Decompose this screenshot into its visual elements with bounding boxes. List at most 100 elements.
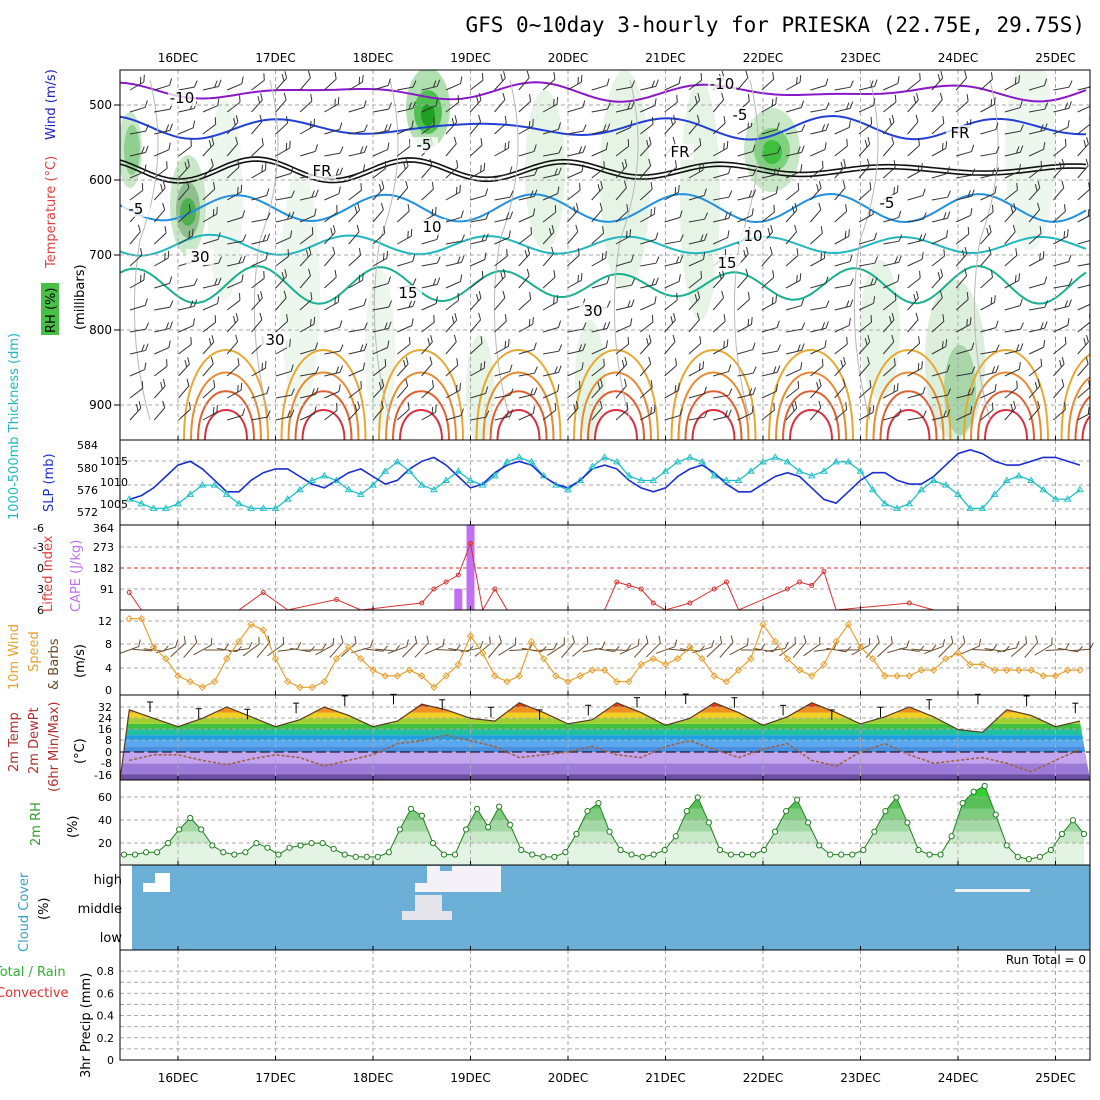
wind-barb bbox=[275, 71, 288, 91]
thickness-marker bbox=[698, 457, 706, 465]
wind-barb bbox=[882, 358, 896, 377]
surface-wind-barb bbox=[267, 636, 285, 657]
rh-marker bbox=[705, 819, 712, 826]
surface-temp-contour bbox=[886, 409, 931, 440]
rh2m-unit: (%) bbox=[66, 816, 81, 839]
wind-barb bbox=[202, 356, 214, 377]
wind-barb bbox=[542, 205, 557, 223]
wind-barb bbox=[1053, 336, 1067, 355]
thickness-marker bbox=[978, 504, 987, 511]
wind-barb bbox=[713, 190, 733, 201]
bottom-date-label: 20DEC bbox=[548, 1071, 588, 1085]
cloud-cell bbox=[155, 873, 170, 892]
thickness-marker bbox=[1039, 485, 1048, 493]
lifted-index-label: Lifted Index bbox=[41, 535, 56, 612]
thickness-marker bbox=[710, 471, 719, 479]
thickness-marker bbox=[625, 471, 633, 479]
wind-barb bbox=[640, 98, 657, 113]
wind-barb bbox=[640, 277, 659, 289]
wind-speed-marker bbox=[759, 620, 767, 629]
wind-barb bbox=[786, 124, 806, 135]
wind-barb bbox=[153, 181, 166, 201]
thickness-marker bbox=[649, 476, 658, 483]
wind-barb bbox=[129, 322, 150, 333]
thickness-marker bbox=[320, 471, 329, 479]
thickness-marker bbox=[673, 457, 682, 465]
thickness-marker bbox=[771, 453, 780, 460]
lifted-index-marker bbox=[809, 583, 815, 588]
lifted-index-marker bbox=[431, 586, 437, 592]
wind-speed-marker bbox=[734, 666, 743, 674]
wind-barb bbox=[567, 401, 579, 421]
surface-temp-contour bbox=[287, 371, 360, 440]
wind-barb bbox=[324, 71, 337, 91]
wind-barb bbox=[737, 189, 757, 201]
temp-band bbox=[120, 723, 1090, 730]
top-date-label: 19DEC bbox=[450, 51, 490, 65]
wind-barb bbox=[1004, 343, 1024, 355]
wind-barb bbox=[882, 334, 895, 355]
surface-wind-barb bbox=[1045, 643, 1070, 652]
temperature-contour bbox=[120, 156, 1087, 180]
wind-barb bbox=[324, 320, 343, 333]
precip-tick: 0.2 bbox=[97, 1032, 115, 1045]
panel-frame bbox=[119, 609, 1091, 696]
wind-barb bbox=[226, 334, 239, 355]
wind-barb bbox=[324, 146, 344, 157]
wind-speed-marker bbox=[1076, 666, 1084, 674]
wind-speed-marker bbox=[795, 666, 804, 674]
wind-barb bbox=[810, 300, 830, 311]
wind-speed-marker bbox=[600, 666, 609, 674]
wind-barb bbox=[518, 208, 536, 223]
temp-tick: 32 bbox=[98, 701, 112, 714]
wind-barb bbox=[1077, 334, 1089, 355]
lifted-index-marker bbox=[650, 600, 656, 606]
wind-barb bbox=[664, 210, 683, 223]
wind-barb bbox=[445, 95, 460, 113]
wind-barb bbox=[1077, 262, 1090, 267]
surface-wind-barb bbox=[779, 636, 796, 657]
surface-wind-barb bbox=[204, 643, 229, 651]
wind-barb bbox=[1004, 75, 1020, 91]
wind-barb bbox=[202, 404, 218, 421]
cloud-level-label: high bbox=[94, 873, 122, 888]
top-date-label: 22DEC bbox=[743, 51, 783, 65]
wind-barb bbox=[810, 276, 829, 289]
wind-barb bbox=[275, 190, 295, 201]
wind-barb bbox=[591, 161, 605, 179]
li-tick: 3 bbox=[37, 583, 44, 596]
wind-barb bbox=[348, 203, 360, 223]
contour-label-bg bbox=[708, 76, 736, 92]
surface-wind-barb bbox=[582, 641, 606, 653]
wind-barb bbox=[688, 336, 702, 355]
wind-barb bbox=[324, 225, 336, 245]
wind-speed-marker bbox=[954, 649, 962, 657]
contour-label: -5 bbox=[417, 136, 432, 154]
cape-tick: 182 bbox=[93, 562, 114, 575]
wind-barb bbox=[153, 359, 168, 377]
wind-barb bbox=[324, 96, 340, 113]
surface-wind-barb bbox=[424, 638, 445, 655]
wind-barb bbox=[639, 356, 652, 377]
slp-label: SLP (mb) bbox=[42, 453, 57, 512]
wind-barb bbox=[469, 291, 482, 311]
wind-speed-marker bbox=[588, 666, 597, 674]
rh-shading bbox=[1005, 70, 1055, 250]
wind-barb bbox=[664, 274, 681, 289]
thickness-marker bbox=[149, 504, 158, 511]
wind-barb bbox=[494, 92, 506, 113]
surface-temp-contour bbox=[190, 371, 262, 440]
rh-band bbox=[120, 820, 1084, 832]
lifted-index-marker bbox=[260, 590, 266, 595]
precip-label-2: Convective bbox=[0, 986, 69, 1001]
wind-barb bbox=[931, 166, 950, 179]
wind-barb bbox=[178, 180, 190, 201]
thickness-marker bbox=[125, 495, 134, 502]
wind-barb bbox=[980, 146, 1000, 157]
wind-barb bbox=[907, 212, 927, 223]
contour-label: -10 bbox=[710, 75, 735, 93]
wind-barb bbox=[129, 164, 147, 179]
thickness-marker bbox=[795, 467, 804, 474]
surface-wind-barb bbox=[619, 638, 640, 655]
wind-speed-marker bbox=[503, 677, 511, 686]
